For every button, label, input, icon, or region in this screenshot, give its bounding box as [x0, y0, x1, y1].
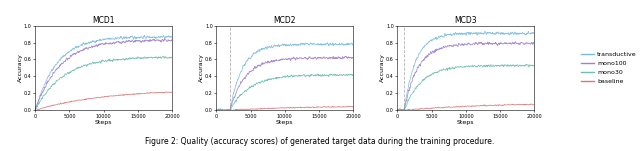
- X-axis label: Steps: Steps: [95, 120, 113, 125]
- Y-axis label: Accuracy: Accuracy: [17, 53, 22, 82]
- Title: MCD2: MCD2: [273, 16, 296, 25]
- Title: MCD1: MCD1: [92, 16, 115, 25]
- Text: Figure 2: Quality (accuracy scores) of generated target data during the training: Figure 2: Quality (accuracy scores) of g…: [145, 137, 495, 146]
- X-axis label: Steps: Steps: [457, 120, 474, 125]
- Y-axis label: Accuracy: Accuracy: [198, 53, 204, 82]
- Legend: transductive, mono100, mono30, baseline: transductive, mono100, mono30, baseline: [582, 52, 637, 84]
- Y-axis label: Accuracy: Accuracy: [380, 53, 385, 82]
- X-axis label: Steps: Steps: [276, 120, 294, 125]
- Title: MCD3: MCD3: [454, 16, 477, 25]
